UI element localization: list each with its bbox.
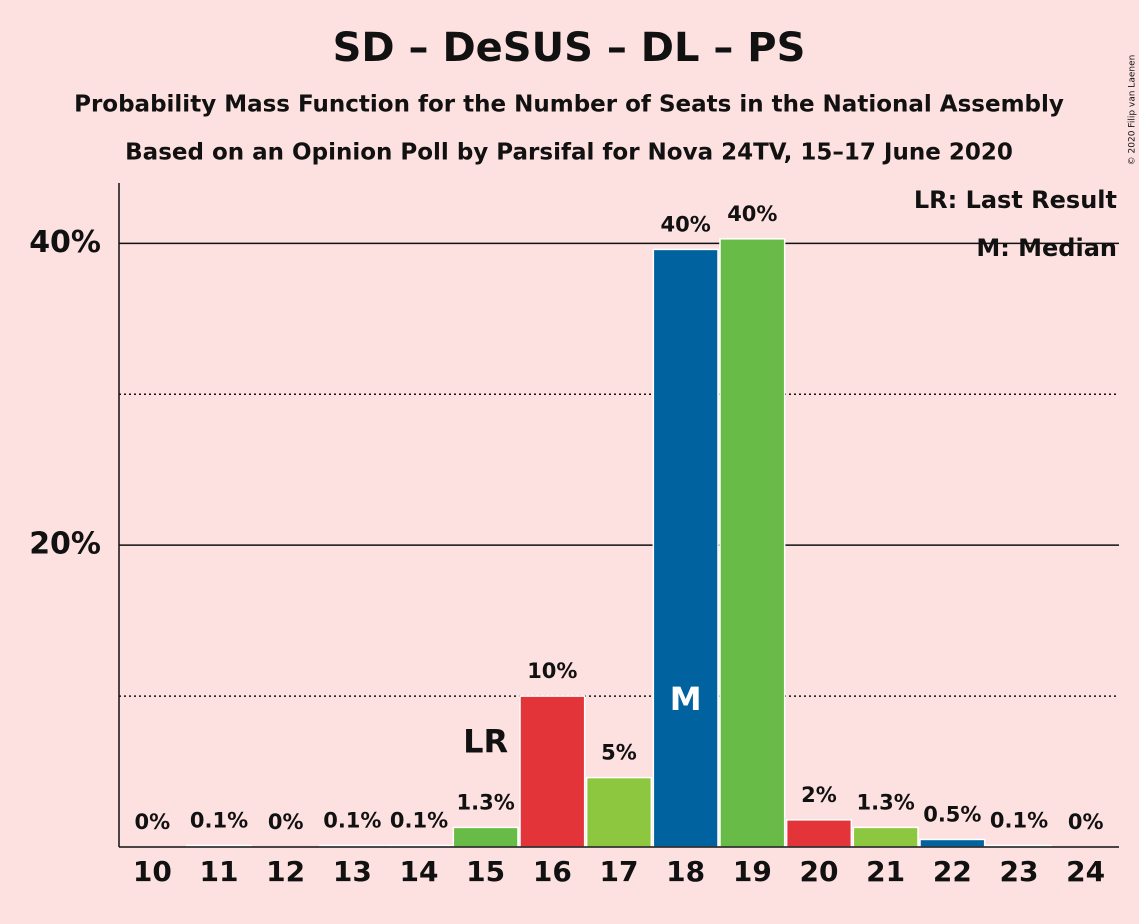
x-tick-label: 19	[733, 855, 772, 888]
credit: © 2020 Filip van Laenen	[1128, 55, 1138, 166]
bar	[919, 838, 986, 848]
value-label: 10%	[527, 659, 577, 683]
x-tick-label: 18	[666, 855, 705, 888]
bar	[785, 819, 853, 848]
x-tick-label: 21	[866, 855, 905, 888]
value-label: 0%	[1068, 810, 1104, 834]
bar	[852, 826, 919, 848]
legend-note: M: Median	[976, 234, 1117, 262]
value-label: 40%	[661, 212, 711, 236]
chart-subtitle: Probability Mass Function for the Number…	[74, 92, 1064, 118]
x-tick-label: 15	[466, 855, 505, 888]
value-label: 0%	[268, 810, 304, 834]
chart-subtitle: Based on an Opinion Poll by Parsifal for…	[125, 140, 1013, 166]
bar	[585, 776, 653, 848]
value-label: 0.1%	[323, 808, 381, 832]
x-tick-label: 13	[333, 855, 372, 888]
bar	[452, 826, 519, 848]
x-tick-label: 24	[1066, 855, 1105, 888]
chart-title: SD – DeSUS – DL – PS	[333, 25, 806, 71]
x-tick-label: 20	[800, 855, 839, 888]
value-label: 0.1%	[390, 808, 448, 832]
x-tick-label: 11	[200, 855, 239, 888]
value-label: 5%	[601, 741, 637, 765]
y-tick-label: 40%	[29, 225, 101, 260]
x-tick-label: 22	[933, 855, 972, 888]
bar	[652, 248, 719, 848]
value-label: 0.1%	[990, 808, 1048, 832]
y-tick-label: 20%	[29, 527, 101, 562]
x-tick-label: 14	[400, 855, 439, 888]
value-label: 2%	[801, 783, 837, 807]
value-label: 0.5%	[923, 802, 981, 826]
x-tick-label: 16	[533, 855, 572, 888]
x-tick-label: 23	[1000, 855, 1039, 888]
value-label: 40%	[727, 202, 777, 226]
bar	[719, 238, 786, 848]
value-label: 1.3%	[857, 790, 915, 814]
x-tick-label: 12	[266, 855, 305, 888]
annotation: LR	[463, 722, 508, 760]
x-tick-label: 10	[133, 855, 172, 888]
legend-note: LR: Last Result	[914, 186, 1117, 214]
bar	[519, 695, 586, 848]
value-label: 0%	[135, 810, 171, 834]
annotation: M	[670, 680, 702, 718]
value-label: 1.3%	[457, 790, 515, 814]
x-tick-label: 17	[600, 855, 639, 888]
value-label: 0.1%	[190, 808, 248, 832]
